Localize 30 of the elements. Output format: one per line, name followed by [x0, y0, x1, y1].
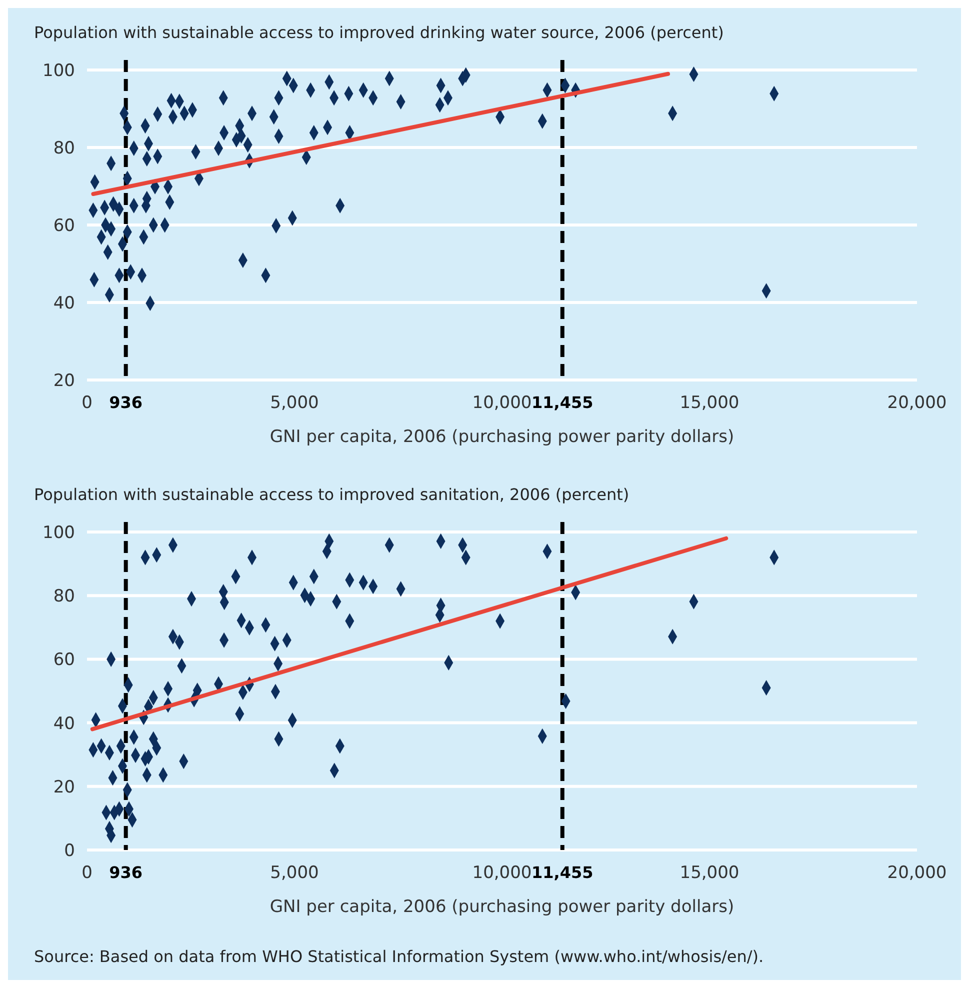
x-tick-label: 15,000: [680, 393, 740, 413]
y-tick-label: 20: [53, 370, 75, 391]
x-tick-label: 5,000: [270, 863, 319, 883]
y-tick-label: 40: [53, 293, 75, 314]
x-tick-label: 0: [82, 393, 92, 413]
y-tick-label: 0: [64, 840, 75, 861]
x-axis-title: GNI per capita, 2006 (purchasing power parity dollars): [270, 897, 734, 917]
y-tick-label: 80: [53, 138, 75, 158]
ref-line-label: 936: [109, 393, 143, 412]
chart-title: Population with sustainable access to improved drinking water source, 2006 (percent): [34, 23, 724, 42]
ref-line-label: 936: [109, 863, 143, 882]
y-tick-label: 60: [53, 650, 75, 670]
x-tick-label: 15,000: [680, 863, 740, 883]
y-tick-label: 40: [53, 714, 75, 734]
source-note: Source: Based on data from WHO Statistical Information System (www.who.int/whosis/en/).: [34, 947, 764, 966]
x-tick-label: 10,000: [472, 393, 532, 413]
y-tick-label: 20: [53, 777, 75, 798]
ref-line-label: 11,455: [532, 863, 594, 882]
x-tick-label: 0: [82, 863, 92, 883]
chart-title: Population with sustainable access to improved sanitation, 2006 (percent): [34, 485, 630, 504]
y-tick-label: 100: [42, 522, 75, 543]
x-tick-label: 20,000: [887, 393, 947, 413]
x-tick-label: 5,000: [270, 393, 319, 413]
x-axis-title: GNI per capita, 2006 (purchasing power parity dollars): [270, 427, 734, 447]
y-tick-label: 60: [53, 216, 75, 236]
x-tick-label: 20,000: [887, 863, 947, 883]
y-tick-label: 100: [42, 60, 75, 81]
ref-line-label: 11,455: [532, 393, 594, 412]
x-tick-label: 10,000: [472, 863, 532, 883]
y-tick-label: 80: [53, 586, 75, 607]
